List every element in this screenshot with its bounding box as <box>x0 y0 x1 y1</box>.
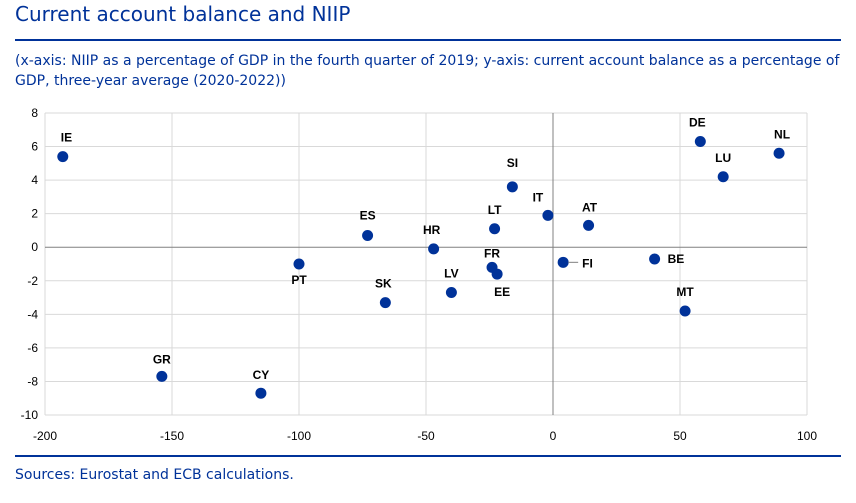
y-tick-label: -6 <box>27 341 38 355</box>
point-label-pt: PT <box>291 273 307 287</box>
x-tick-label: 50 <box>673 429 687 443</box>
point-labels: IE GR CY PT ES SK HR LV FR EE LT SI IT FI AT BE MT DE LU NL <box>61 116 790 383</box>
data-point-nl <box>773 147 785 159</box>
point-label-fr: FR <box>484 246 500 260</box>
y-tick-label: 4 <box>31 173 38 187</box>
data-point-lu <box>717 171 729 183</box>
point-label-mt: MT <box>676 285 694 299</box>
chart-title: Current account balance and NIIP <box>15 2 351 26</box>
data-point-sk <box>379 297 391 309</box>
point-label-ie: IE <box>61 131 72 145</box>
data-point-be <box>649 253 661 265</box>
data-point-lv <box>445 287 457 299</box>
point-label-nl: NL <box>774 127 790 141</box>
point-label-sk: SK <box>375 277 392 291</box>
data-point-pt <box>293 258 305 270</box>
x-tick-label: -100 <box>287 429 311 443</box>
y-tick-label: -4 <box>27 307 38 321</box>
data-point-mt <box>679 305 691 317</box>
y-tick-label: -2 <box>27 274 38 288</box>
point-label-fi: FI <box>582 256 593 270</box>
x-tick-label: 100 <box>797 429 817 443</box>
data-point-at <box>583 219 595 231</box>
point-label-hr: HR <box>423 223 441 237</box>
y-tick-label: 0 <box>31 240 38 254</box>
data-point-gr <box>156 370 168 382</box>
point-label-es: ES <box>360 208 376 222</box>
point-label-si: SI <box>507 156 518 170</box>
data-point-si <box>506 181 518 193</box>
data-point-it <box>542 209 554 221</box>
source-note: Sources: Eurostat and ECB calculations. <box>15 467 294 483</box>
data-point-es <box>362 229 374 241</box>
point-label-lu: LU <box>715 151 731 165</box>
y-tick-label: -10 <box>21 408 39 422</box>
point-label-de: DE <box>689 116 706 130</box>
point-label-be: BE <box>668 252 685 266</box>
gridlines <box>44 112 808 416</box>
point-label-gr: GR <box>153 352 171 366</box>
point-label-lt: LT <box>488 203 502 217</box>
data-point-hr <box>428 243 440 255</box>
title-divider <box>15 39 841 41</box>
point-label-it: IT <box>533 190 544 204</box>
y-tick-label: 6 <box>31 140 38 154</box>
y-tick-label: 8 <box>31 106 38 120</box>
x-tick-label: -50 <box>417 429 435 443</box>
data-point-de <box>694 136 706 148</box>
tick-labels: -10 -8 -6 -4 -2 0 2 4 6 8 -200 -150 -100 -50 0 50 100 <box>21 106 818 443</box>
point-label-ee: EE <box>494 285 510 299</box>
data-point-fi <box>557 256 569 268</box>
chart-subtitle: (x-axis: NIIP as a percentage of GDP in … <box>15 53 840 89</box>
y-tick-label: 2 <box>31 207 38 221</box>
data-points <box>57 136 785 399</box>
data-point-cy <box>255 387 267 399</box>
x-tick-label: -150 <box>160 429 184 443</box>
point-label-at: AT <box>582 200 598 214</box>
data-point-ie <box>57 151 69 163</box>
zero-axes <box>45 113 807 415</box>
y-tick-label: -8 <box>27 374 38 388</box>
source-divider <box>15 455 841 457</box>
x-tick-label: -200 <box>33 429 57 443</box>
data-point-ee <box>491 268 503 280</box>
point-label-cy: CY <box>253 368 270 382</box>
data-point-lt <box>489 223 501 235</box>
point-label-lv: LV <box>444 267 458 281</box>
x-tick-label: 0 <box>550 429 557 443</box>
